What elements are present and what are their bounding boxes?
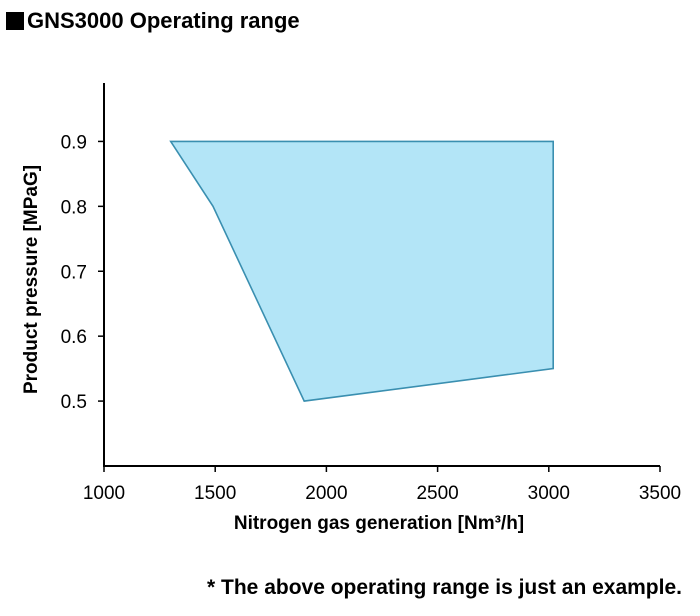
x-axis-title: Nitrogen gas generation [Nm³/h]	[234, 513, 524, 534]
chart-title-text: GNS3000 Operating range	[27, 8, 300, 33]
x-tick-label: 3000	[528, 483, 570, 504]
operating-range-region	[169, 140, 555, 402]
title-bullet-icon	[6, 12, 24, 30]
y-axis-ticks: 0.5 0.6 0.7 0.8 0.9	[61, 132, 104, 413]
x-tick-label: 3500	[639, 483, 681, 504]
y-tick-label: 0.9	[61, 132, 87, 153]
chart-title: GNS3000 Operating range	[6, 6, 300, 36]
x-tick-label: 1000	[83, 483, 125, 504]
y-tick-label: 0.6	[61, 327, 87, 348]
y-tick-label: 0.7	[61, 262, 87, 283]
y-tick-label: 0.5	[61, 392, 87, 413]
x-tick-label: 2000	[305, 483, 347, 504]
y-axis-title: Product pressure [MPaG]	[21, 165, 42, 394]
x-axis-ticks: 1000 1500 2000 2500 3000 3500	[83, 466, 681, 504]
y-tick-label: 0.8	[61, 197, 87, 218]
footnote: * The above operating range is just an e…	[207, 576, 682, 599]
x-tick-label: 2500	[416, 483, 458, 504]
x-tick-label: 1500	[194, 483, 236, 504]
